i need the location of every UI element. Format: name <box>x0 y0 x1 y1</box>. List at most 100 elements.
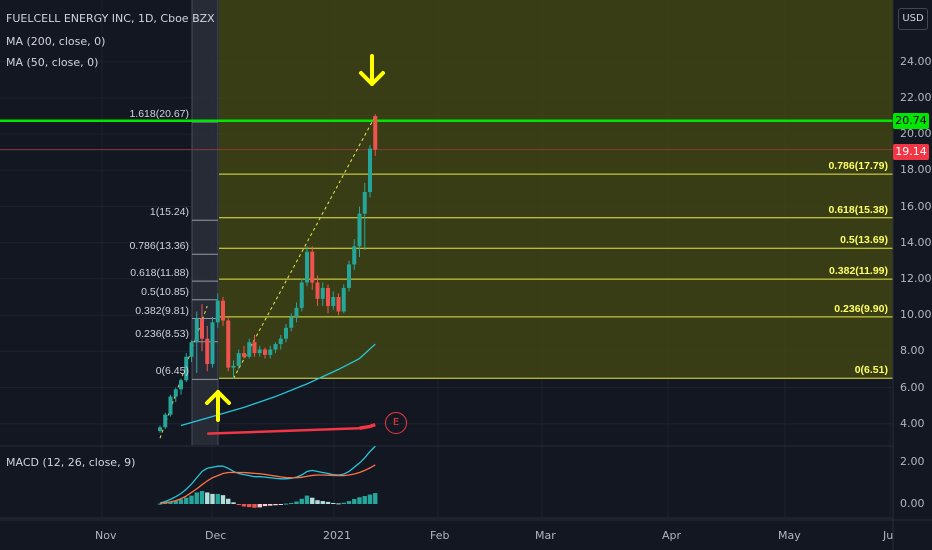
fib-left-label: 0.382(9.81) <box>135 304 189 317</box>
candle-body <box>242 353 246 357</box>
candle-body <box>368 148 372 193</box>
price-badge-resistance: 20.74 <box>893 112 929 129</box>
candle-body <box>305 251 309 283</box>
candle-body <box>231 365 236 368</box>
candle-body <box>299 282 304 308</box>
candle-body <box>284 327 288 339</box>
fib-right-label: 0.5(13.69) <box>840 234 888 247</box>
macd-axis-tick: 0.00 <box>900 497 925 510</box>
candle-body <box>336 297 341 312</box>
candle-body <box>315 282 320 299</box>
macd-histogram-bar <box>199 490 205 504</box>
symbol-title: FUELCELL ENERGY INC, 1D, Cboe BZX <box>6 12 215 25</box>
macd-histogram-bar <box>325 501 331 504</box>
candle-body <box>210 322 215 364</box>
fib-left-label: 1.618(20.67) <box>129 107 189 120</box>
y-axis-tick: 4.00 <box>900 416 925 430</box>
macd-histogram-bar <box>205 492 210 504</box>
candle-body <box>184 356 189 381</box>
macd-histogram-bar <box>157 503 163 505</box>
x-axis-tick: Dec <box>205 529 227 542</box>
macd-histogram-bar <box>215 493 220 504</box>
candle-body <box>236 353 241 366</box>
ma200-legend[interactable]: MA (200, close, 0) <box>6 35 106 48</box>
macd-histogram-bar <box>178 499 184 504</box>
down-arrow-icon <box>359 71 385 86</box>
candle-body <box>273 344 278 350</box>
candle-body <box>221 300 225 321</box>
y-axis-tick: 18.00 <box>900 163 932 177</box>
macd-histogram-bar <box>210 493 215 504</box>
candle-body <box>189 342 194 357</box>
candle-body <box>347 264 351 288</box>
y-axis-tick: 20.00 <box>900 127 932 141</box>
x-axis-tick: 2021 <box>323 529 351 542</box>
fib-right-label: 0(6.51) <box>854 364 888 377</box>
y-axis-tick: 24.00 <box>900 54 932 68</box>
y-axis-tick: 8.00 <box>900 344 925 358</box>
macd-histogram-bar <box>257 504 262 508</box>
macd-histogram-bar <box>283 503 289 505</box>
macd-histogram-bar <box>173 500 178 504</box>
macd-histogram-bar <box>168 501 173 504</box>
signal-line <box>159 464 376 505</box>
up-arrow-icon <box>205 390 231 405</box>
macd-histogram-bar <box>289 502 294 504</box>
fib-right-label: 0.236(9.90) <box>834 302 888 315</box>
fib-left-label: 0.786(13.36) <box>129 240 189 253</box>
candle-body <box>173 389 178 397</box>
fib-left-label: 0(6.45) <box>155 365 189 378</box>
macd-histogram-bar <box>226 498 231 504</box>
macd-histogram-bar <box>315 500 320 504</box>
candle-body <box>268 349 273 355</box>
macd-histogram-bar <box>194 492 199 504</box>
macd-histogram-bar <box>163 502 168 504</box>
currency-button[interactable]: USD <box>898 8 928 30</box>
fib-left-label: 0.236(8.53) <box>135 327 189 340</box>
selection-highlight <box>192 0 218 445</box>
macd-pane <box>0 446 893 518</box>
fib-left-label: 1(15.24) <box>149 206 189 219</box>
candle-body <box>158 427 162 431</box>
y-axis-tick: 22.00 <box>900 90 932 104</box>
candle-body <box>362 192 367 214</box>
candle-body <box>331 297 336 307</box>
candle-body <box>341 287 346 312</box>
candle-body <box>320 287 325 299</box>
ma200-line <box>359 422 376 430</box>
macd-histogram-bar <box>236 504 241 506</box>
macd-histogram-bar <box>352 498 357 504</box>
x-axis-tick: Nov <box>95 529 117 542</box>
macd-histogram-bar <box>252 504 257 508</box>
candle-body <box>194 318 199 343</box>
macd-histogram-bar <box>231 502 236 504</box>
fib-right-label: 0.618(15.38) <box>828 203 888 216</box>
candle-body <box>200 318 204 339</box>
macd-histogram-bar <box>241 504 247 507</box>
candle-body <box>226 320 231 368</box>
earnings-marker[interactable]: E <box>385 412 407 434</box>
x-axis-tick: Apr <box>662 529 682 542</box>
x-axis-tick: Feb <box>430 529 450 542</box>
candle-body <box>247 342 252 357</box>
candle-body <box>278 338 283 345</box>
x-axis-tick: Ju <box>883 529 894 542</box>
fib-left-label: 0.5(10.85) <box>141 285 189 298</box>
macd-legend[interactable]: MACD (12, 26, close, 9) <box>6 456 136 469</box>
macd-axis-tick: 2.00 <box>900 455 925 468</box>
macd-histogram-bar <box>273 504 278 506</box>
macd-histogram-bar <box>294 501 299 504</box>
y-axis-tick: 16.00 <box>900 199 932 213</box>
macd-histogram-bar <box>304 495 310 504</box>
candle-body <box>352 246 357 265</box>
macd-histogram-bar <box>247 504 252 508</box>
fib-right-label: 0.382(11.99) <box>829 265 888 278</box>
ma50-legend[interactable]: MA (50, close, 0) <box>6 56 99 69</box>
macd-line <box>159 445 376 504</box>
candle-body <box>179 380 183 390</box>
trend-line-1 <box>159 305 208 439</box>
macd-histogram-bar <box>220 495 226 504</box>
y-axis-tick: 6.00 <box>900 380 925 394</box>
macd-histogram-bar <box>278 504 283 505</box>
